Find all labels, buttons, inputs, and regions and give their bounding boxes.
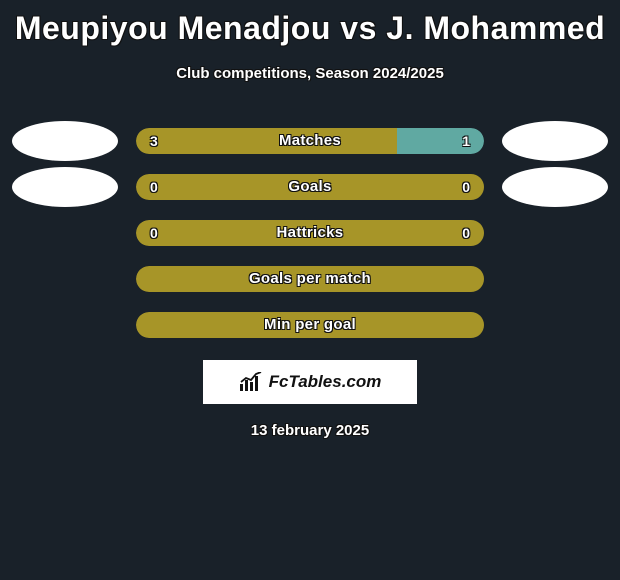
subtitle: Club competitions, Season 2024/2025 (0, 65, 620, 82)
stat-label: Matches (136, 128, 484, 154)
left-ellipse (12, 121, 118, 161)
stat-row: Hattricks0 0 (0, 210, 620, 256)
stat-bar: Matches3 1 (136, 128, 484, 154)
stat-value-right: 1 (462, 128, 470, 154)
stat-label: Hattricks (136, 220, 484, 246)
player1-name: Meupiyou Menadjou (15, 10, 331, 46)
badge-text: FcTables.com (269, 372, 382, 392)
stat-value-left: 3 (150, 128, 158, 154)
stat-bar: Goals0 0 (136, 174, 484, 200)
stat-value-right: 0 (462, 174, 470, 200)
stat-row: Matches3 1 (0, 118, 620, 164)
left-ellipse (12, 167, 118, 207)
stat-bar: Min per goal (136, 312, 484, 338)
stat-value-left: 0 (150, 174, 158, 200)
stat-label: Min per goal (136, 312, 484, 338)
stat-bar: Hattricks0 0 (136, 220, 484, 246)
date-label: 13 february 2025 (0, 422, 620, 439)
page-title: Meupiyou Menadjou vs J. Mohammed (0, 0, 620, 47)
stat-label: Goals per match (136, 266, 484, 292)
right-ellipse (502, 121, 608, 161)
stat-row: Min per goal (0, 302, 620, 348)
stat-value-right: 0 (462, 220, 470, 246)
stat-bar: Goals per match (136, 266, 484, 292)
player2-name: J. Mohammed (386, 10, 605, 46)
chart-icon (239, 372, 263, 392)
stat-row: Goals0 0 (0, 164, 620, 210)
vs-label: vs (340, 10, 377, 46)
source-badge: FcTables.com (203, 360, 417, 404)
right-ellipse (502, 167, 608, 207)
stat-label: Goals (136, 174, 484, 200)
stat-rows: Matches31Goals00Hattricks00Goals per mat… (0, 118, 620, 348)
stat-row: Goals per match (0, 256, 620, 302)
stat-value-left: 0 (150, 220, 158, 246)
